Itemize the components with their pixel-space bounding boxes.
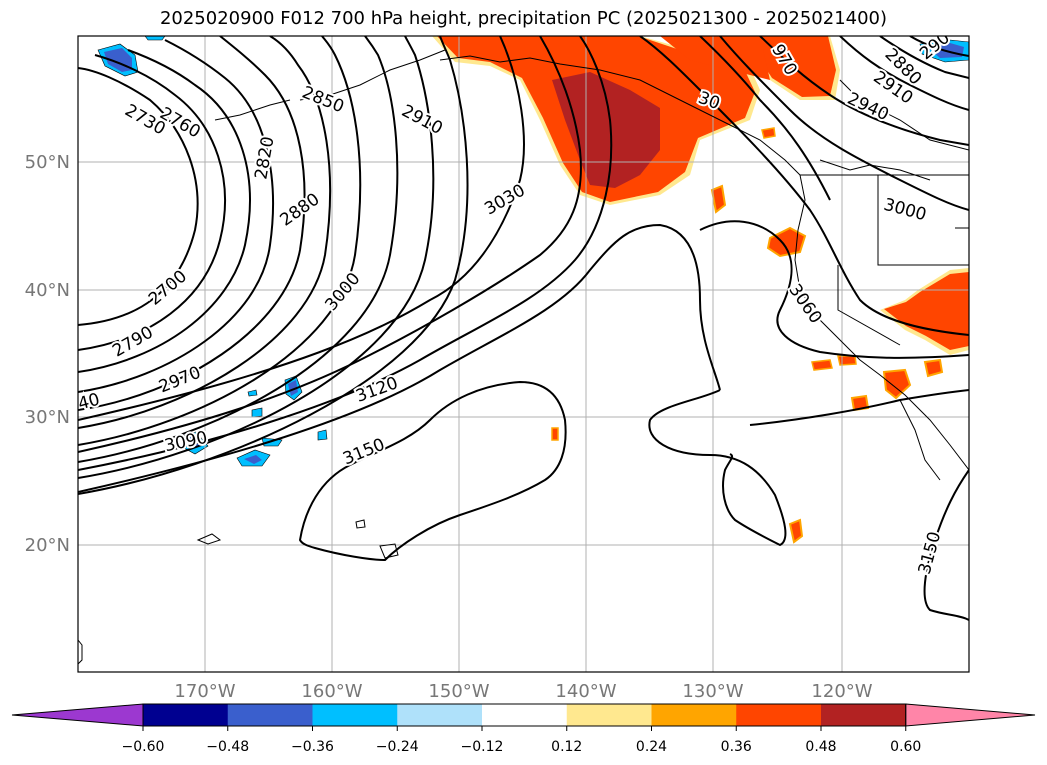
- colorbar-swatch: [651, 704, 737, 726]
- axis-labels: 170°W 160°W 150°W 140°W 130°W 120°W 50°N 40°N 30…: [25, 152, 873, 702]
- contour-label: 3030: [481, 181, 528, 220]
- contour-label: 3090: [163, 428, 209, 457]
- contour-label: 2910: [398, 101, 446, 139]
- colorbar-swatch: [736, 704, 822, 726]
- contour-label: 2820: [251, 135, 278, 181]
- lat-label: 30°N: [25, 407, 70, 428]
- colorbar-tick-label: 0.36: [721, 739, 752, 755]
- colorbar-swatch: [312, 704, 398, 726]
- contour-label: 3000: [882, 195, 929, 226]
- colorbar-swatch: [397, 704, 483, 726]
- colorbar: −0.60 −0.48 −0.36 −0.24 −0.12 0.12 0.24 0.36 0.4…: [11, 703, 1036, 755]
- lat-label: 40°N: [25, 280, 70, 301]
- lon-label: 130°W: [682, 681, 743, 702]
- colorbar-extend-max: [905, 703, 1036, 727]
- lon-label: 140°W: [555, 681, 616, 702]
- colorbar-extend-min: [11, 703, 144, 727]
- contour-label: 3060: [784, 281, 825, 328]
- colorbar-tick-label: 0.60: [890, 739, 921, 755]
- lat-label: 50°N: [25, 152, 70, 173]
- contour-label: 3000: [321, 269, 364, 315]
- colorbar-swatch: [227, 704, 313, 726]
- map-frame: [77, 35, 970, 673]
- coastlines: [78, 49, 969, 665]
- lon-label: 160°W: [301, 681, 362, 702]
- colorbar-tick-label: 0.24: [636, 739, 667, 755]
- contour-label: 2850: [299, 83, 347, 118]
- plot-title: 2025020900 F012 700 hPa height, precipit…: [159, 8, 888, 29]
- colorbar-swatch: [143, 704, 229, 726]
- colorbar-tick-label: −0.60: [122, 739, 165, 755]
- colorbar-swatch: [482, 704, 568, 726]
- colorbar-tick-label: −0.24: [376, 739, 419, 755]
- colorbar-tick-label: −0.48: [206, 739, 249, 755]
- colorbar-tick-label: −0.12: [461, 739, 504, 755]
- colorbar-tick-label: −0.36: [291, 739, 334, 755]
- colorbar-swatch: [821, 704, 907, 726]
- contour-label: 3150: [915, 530, 946, 577]
- lon-label: 170°W: [174, 681, 235, 702]
- contour-label: 2790: [109, 323, 156, 362]
- contour-label: 40: [76, 390, 102, 415]
- lat-label: 20°N: [25, 535, 70, 556]
- colorbar-swatch: [566, 704, 652, 726]
- lon-label: 120°W: [811, 681, 872, 702]
- colorbar-tick-label: 0.12: [551, 739, 582, 755]
- contour-label: 2970: [156, 363, 204, 398]
- contour-label: 3150: [340, 435, 388, 470]
- contour-label: 2880: [277, 189, 324, 230]
- colorbar-frame: [142, 703, 907, 727]
- lon-label: 150°W: [428, 681, 489, 702]
- height-contours: [78, 36, 969, 621]
- colorbar-tick-label: 0.48: [805, 739, 836, 755]
